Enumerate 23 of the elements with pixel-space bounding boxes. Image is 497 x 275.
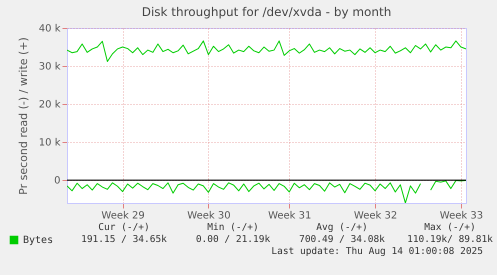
legend-label: Bytes <box>23 235 54 246</box>
x-tick-label: Week 30 <box>187 210 231 222</box>
text: 700.49 / 34.08k <box>299 234 385 245</box>
x-tick-label: Week 32 <box>354 210 398 222</box>
y-tick-label: 40 k <box>38 24 61 34</box>
y-tick-label: 30 k <box>38 62 61 73</box>
y-tick-label: 10 k <box>38 138 61 149</box>
text: Max (-/+) <box>424 222 476 233</box>
x-tick-label: Week 29 <box>101 210 145 222</box>
x-tick-label: Week 31 <box>268 210 312 222</box>
text: 110.19k/ 89.81k <box>407 234 493 245</box>
text: Avg (-/+) <box>316 222 368 233</box>
y-axis-title: Pr second read (-) / write (+) <box>16 37 30 195</box>
text: Min (-/+) <box>207 222 259 233</box>
text: 191.15 / 34.65k <box>81 234 167 245</box>
y-tick-label: 20 k <box>38 100 61 111</box>
text: Cur (-/+) <box>98 222 150 233</box>
x-tick-label: Week 33 <box>440 210 484 222</box>
chart-title: Disk throughput for /dev/xvda - by month <box>142 5 392 19</box>
text: Last update: Thu Aug 14 01:00:08 2025 <box>271 246 483 257</box>
text: 0.00 / 21.19k <box>196 234 270 245</box>
line-series <box>67 40 466 62</box>
y-tick-label: 0 <box>54 176 60 187</box>
